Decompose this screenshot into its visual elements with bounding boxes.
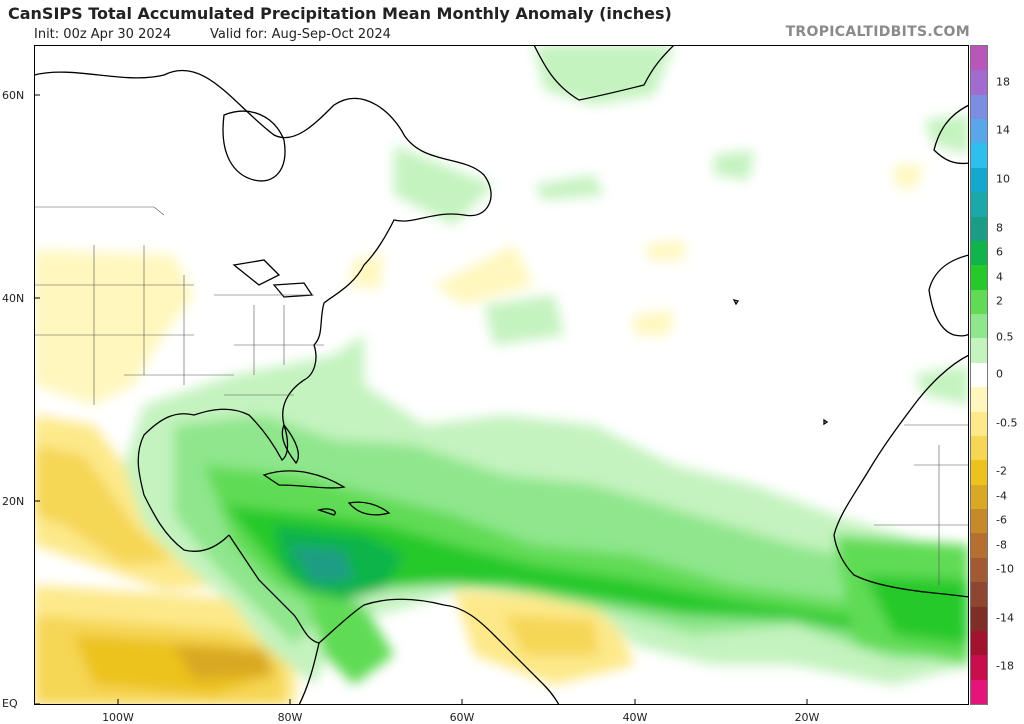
colorbar-swatch bbox=[971, 484, 987, 510]
colorbar-swatch bbox=[971, 289, 987, 315]
colorbar-tick-label: -8 bbox=[996, 538, 1007, 552]
lat-label-20n: 20N bbox=[2, 495, 25, 508]
colorbar-swatch bbox=[971, 240, 987, 266]
brand-watermark: TROPICALTIDBITS.COM bbox=[785, 24, 970, 40]
colorbar-swatch bbox=[971, 338, 987, 364]
colorbar-tick-label: 10 bbox=[996, 172, 1010, 186]
colorbar-swatch bbox=[971, 70, 987, 96]
colorbar-swatch bbox=[971, 411, 987, 437]
colorbar-swatch bbox=[971, 509, 987, 534]
colorbar-tick-label: 2 bbox=[996, 294, 1003, 308]
colorbar-tick-label: 0.5 bbox=[996, 330, 1014, 344]
colorbar-tick-label: 14 bbox=[996, 123, 1010, 137]
lat-label-eq: EQ bbox=[2, 697, 18, 710]
colorbar-tick-label: -14 bbox=[996, 611, 1014, 625]
lat-label-40n: 40N bbox=[2, 292, 25, 305]
colorbar-swatch bbox=[971, 362, 987, 388]
colorbar-swatch bbox=[971, 167, 987, 193]
colorbar-tick-label: -4 bbox=[996, 489, 1007, 503]
colorbar-swatch bbox=[971, 630, 987, 656]
colorbar-tick-label: 6 bbox=[996, 245, 1003, 259]
political-boundaries bbox=[34, 206, 969, 585]
precip-anomaly-map bbox=[34, 45, 969, 705]
colorbar-swatch bbox=[971, 94, 987, 120]
colorbar-swatch bbox=[971, 435, 987, 461]
lat-label-60n: 60N bbox=[2, 89, 25, 102]
colorbar-tick-label: -0.5 bbox=[996, 416, 1018, 430]
colorbar-swatch bbox=[971, 582, 987, 607]
colorbar-swatch bbox=[971, 216, 987, 242]
colorbar-swatch bbox=[971, 46, 987, 71]
lon-label-20w: 20W bbox=[794, 711, 820, 724]
init-time: Init: 00z Apr 30 2024 bbox=[34, 27, 172, 42]
lon-label-80w: 80W bbox=[277, 711, 303, 724]
colorbar-swatch bbox=[971, 533, 987, 559]
colorbar-tick-label: 18 bbox=[996, 75, 1010, 89]
colorbar-tick-label: 0 bbox=[996, 367, 1003, 381]
lon-label-40w: 40W bbox=[622, 711, 648, 724]
colorbar-swatch bbox=[971, 192, 987, 218]
colorbar-swatch bbox=[971, 606, 987, 632]
colorbar-swatch bbox=[971, 387, 987, 413]
map-title: CanSIPS Total Accumulated Precipitation … bbox=[8, 4, 672, 23]
colorbar bbox=[970, 45, 988, 705]
anomaly-shading bbox=[34, 45, 969, 705]
colorbar-tick-label: 4 bbox=[996, 270, 1003, 284]
colorbar-tick-label: -18 bbox=[996, 659, 1014, 673]
colorbar-swatch bbox=[971, 265, 987, 291]
colorbar-swatch bbox=[971, 143, 987, 169]
colorbar-tick-label: -2 bbox=[996, 464, 1007, 478]
colorbar-tick-label: -6 bbox=[996, 513, 1007, 527]
colorbar-tick-label: -10 bbox=[996, 562, 1014, 576]
colorbar-swatch bbox=[971, 119, 987, 144]
coastlines bbox=[34, 45, 969, 705]
lon-label-100w: 100W bbox=[102, 711, 134, 724]
colorbar-swatch bbox=[971, 655, 987, 681]
colorbar-swatch bbox=[971, 557, 987, 583]
map-frame bbox=[34, 45, 969, 705]
colorbar-tick-label: 8 bbox=[996, 221, 1003, 235]
lon-label-60w: 60W bbox=[449, 711, 475, 724]
colorbar-swatch bbox=[971, 314, 987, 339]
graticule bbox=[34, 45, 969, 705]
valid-period: Valid for: Aug-Sep-Oct 2024 bbox=[210, 27, 391, 42]
colorbar-swatch bbox=[971, 679, 987, 705]
colorbar-swatch bbox=[971, 460, 987, 486]
